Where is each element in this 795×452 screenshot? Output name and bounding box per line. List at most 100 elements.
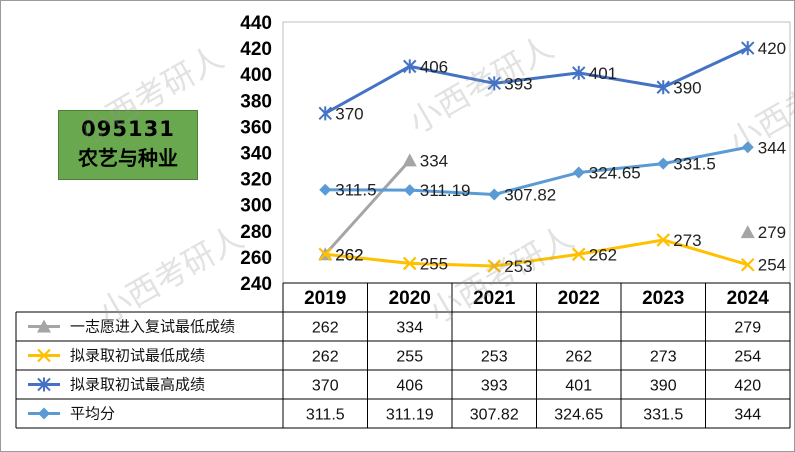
series-line (577, 162, 665, 175)
data-point (318, 106, 332, 121)
table-cell: 255 (396, 349, 423, 366)
program-name: 农艺与种业 (78, 146, 178, 170)
x-tick-label: 2021 (473, 288, 516, 309)
data-point (402, 153, 417, 167)
table-cell: 390 (650, 378, 677, 395)
data-label: 420 (758, 39, 786, 58)
data-label: 311.19 (420, 181, 471, 200)
data-label: 307.82 (504, 185, 556, 204)
legend-label: 拟录取初试最高成绩 (70, 376, 205, 394)
series-line (492, 71, 581, 85)
series-line (661, 46, 750, 89)
data-label: 401 (589, 64, 617, 83)
y-tick-label: 280 (240, 222, 272, 243)
y-tick-label: 360 (240, 117, 272, 138)
data-point (403, 59, 417, 74)
data-label: 324.65 (589, 164, 641, 183)
data-point (740, 257, 755, 272)
data-point (319, 183, 332, 196)
data-label: 279 (758, 223, 786, 242)
table-cell: 262 (565, 349, 592, 366)
data-label: 254 (758, 256, 786, 275)
y-tick-label: 420 (240, 39, 272, 60)
legend-marker (37, 319, 51, 333)
data-point (571, 247, 586, 262)
data-label: 390 (673, 78, 701, 97)
data-label: 370 (335, 104, 363, 123)
series-line (661, 145, 750, 166)
table-cell: 406 (396, 378, 423, 395)
y-tick-label: 300 (240, 196, 272, 217)
data-label: 262 (335, 245, 363, 264)
table-cell: 334 (396, 320, 423, 337)
legend-marker (37, 377, 51, 392)
table-cell: 307.82 (470, 407, 519, 424)
table-cell: 420 (734, 378, 761, 395)
y-tick-label: 260 (240, 248, 272, 269)
table-cell: 344 (734, 407, 761, 424)
table-cell: 370 (312, 378, 339, 395)
data-point (488, 188, 501, 201)
table-cell: 262 (312, 349, 339, 366)
data-point (572, 166, 585, 179)
data-point (657, 157, 670, 170)
table-cell: 279 (734, 320, 761, 337)
series-line (323, 158, 412, 256)
series-line (323, 64, 412, 115)
data-label: 255 (420, 254, 448, 273)
series-line (408, 261, 496, 268)
table-cell: 324.65 (554, 407, 603, 424)
y-tick-label: 240 (240, 274, 272, 295)
table-cell: 262 (312, 320, 339, 337)
y-tick-label: 320 (240, 170, 272, 191)
x-tick-label: 2024 (727, 288, 770, 309)
y-tick-label: 400 (240, 65, 272, 86)
data-label: 334 (420, 151, 448, 170)
series-line (577, 71, 665, 89)
series-line (408, 64, 496, 85)
data-label: 311.5 (335, 181, 376, 200)
series-line (492, 252, 581, 268)
data-point (318, 247, 333, 262)
table-cell: 311.5 (306, 407, 345, 424)
series-line (661, 238, 750, 267)
program-code: 095131 (81, 117, 175, 141)
data-point (487, 259, 502, 273)
series-line (323, 252, 412, 265)
data-point (572, 65, 586, 80)
series-line (577, 238, 665, 256)
table-cell: 253 (481, 349, 508, 366)
data-point (487, 76, 501, 91)
data-label: 262 (335, 245, 363, 264)
table-cell: 393 (481, 378, 508, 395)
y-tick-label: 340 (240, 144, 272, 165)
x-tick-label: 2020 (389, 288, 431, 309)
legend-label: 拟录取初试最低成绩 (70, 347, 205, 365)
data-point (402, 256, 417, 271)
data-point (741, 41, 755, 56)
data-point (656, 233, 671, 247)
data-label: 406 (420, 57, 448, 76)
table-cell: 401 (565, 378, 592, 395)
x-tick-label: 2019 (304, 288, 346, 309)
data-label: 344 (758, 138, 786, 157)
y-tick-label: 440 (240, 13, 272, 34)
data-point (740, 225, 755, 239)
table-cell: 273 (650, 349, 677, 366)
data-label: 393 (504, 74, 532, 93)
data-label: 331.5 (673, 155, 716, 174)
series-line (408, 188, 496, 196)
data-point (741, 141, 754, 154)
data-label: 273 (673, 231, 701, 250)
series-line (492, 171, 581, 196)
table-cell: 311.19 (386, 407, 434, 424)
legend-label: 一志愿进入复试最低成绩 (70, 318, 235, 336)
data-point (656, 80, 670, 95)
legend-marker (37, 348, 51, 363)
data-label: 253 (504, 257, 532, 276)
legend-label: 平均分 (70, 405, 115, 423)
x-tick-label: 2023 (642, 288, 684, 309)
data-label: 262 (589, 245, 617, 264)
program-badge: 095131 农艺与种业 (58, 110, 198, 180)
